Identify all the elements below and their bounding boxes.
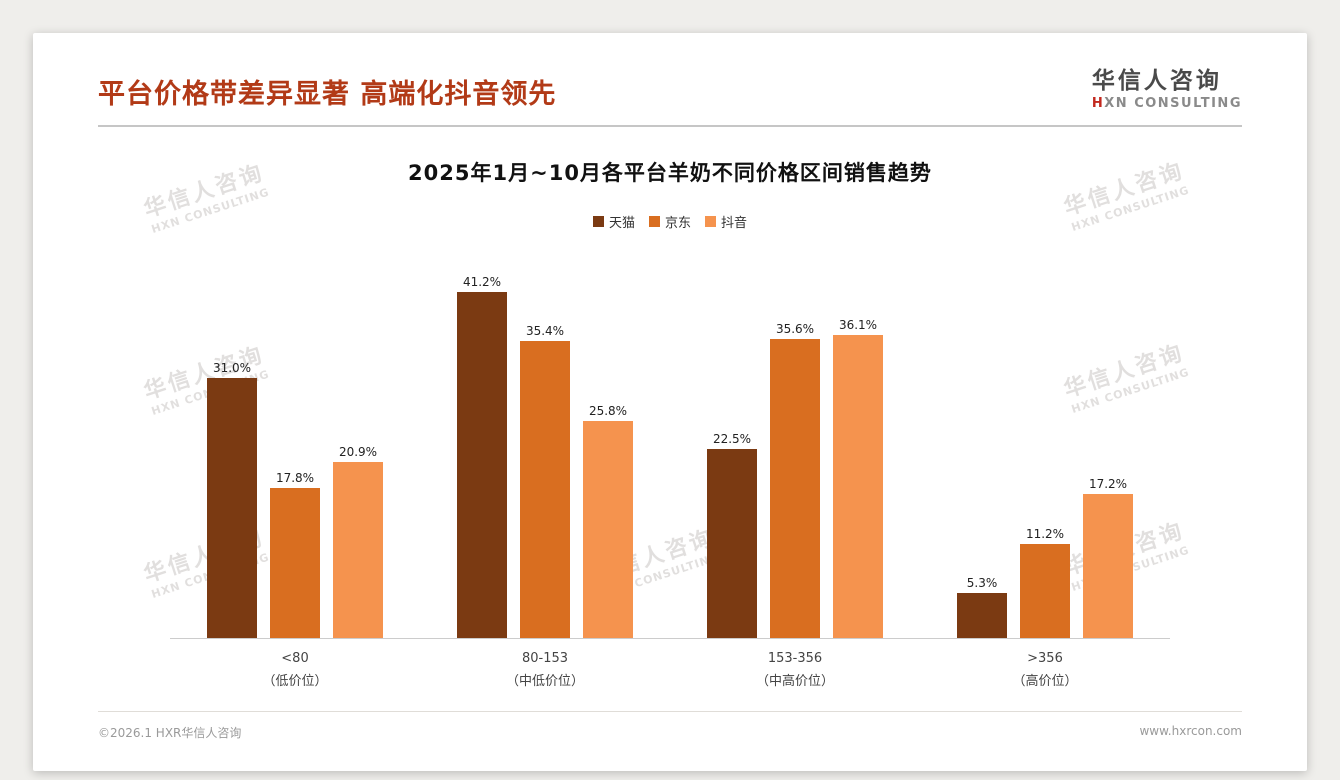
footer-copyright: ©2026.1 HXR华信人咨询 [98, 726, 242, 740]
legend-item-series1: 京东 [648, 212, 691, 231]
bar-value-label: 41.2% [462, 275, 502, 290]
bar-column-series0-cat3: 5.3% [957, 576, 1007, 639]
footer: ©2026.1 HXR华信人咨询 www.hxrcon.com [98, 711, 1242, 771]
category-tier-label: （低价位） [262, 674, 328, 690]
category-range-label: <80 [281, 651, 309, 667]
chart-area: 31.0% 17.8% 20.9% 41.2% 35.4% 25.8% 22.5% 35.6%… [170, 271, 1170, 689]
category-label-cat2: 153-356 （中高价位） [670, 651, 920, 689]
bar-series1-cat0 [270, 488, 320, 639]
bar-column-series0-cat0: 31.0% [207, 361, 257, 639]
bar-column-series0-cat2: 22.5% [707, 432, 757, 639]
bar-series1-cat1 [520, 341, 570, 639]
bar-value-label: 31.0% [212, 361, 252, 376]
bar-value-label: 11.2% [1025, 527, 1065, 542]
bar-column-series1-cat0: 17.8% [270, 471, 320, 639]
category-tier-label: （中高价位） [755, 674, 834, 690]
legend-item-series0: 天猫 [592, 212, 635, 231]
bar-series0-cat0 [207, 378, 257, 639]
chart-title: 2025年1月~10月各平台羊奶不同价格区间销售趋势 [408, 161, 932, 186]
bar-series2-cat3 [1083, 494, 1133, 639]
bar-series0-cat2 [707, 449, 757, 639]
bar-series2-cat1 [583, 421, 633, 639]
bar-value-label: 36.1% [838, 318, 878, 333]
header: 平台价格带差异显著 高端化抖音领先 华信人咨询 HXN CONSULTING [33, 33, 1307, 111]
chart: 2025年1月~10月各平台羊奶不同价格区间销售趋势 天猫 京东 抖音 31.0% 1… [33, 157, 1307, 689]
logo-subtitle: HXN CONSULTING [1092, 96, 1242, 111]
bar-series2-cat0 [333, 462, 383, 639]
legend-item-series2: 抖音 [705, 212, 747, 231]
legend-swatch-icon [648, 215, 660, 227]
category-tier-label: （高价位） [1012, 674, 1078, 690]
chart-plot: 31.0% 17.8% 20.9% 41.2% 35.4% 25.8% 22.5% 35.6%… [170, 271, 1170, 640]
legend-swatch-icon [592, 215, 604, 227]
bar-value-label: 5.3% [966, 576, 998, 591]
bar-series0-cat3 [957, 593, 1007, 639]
category-label-cat3: >356 （高价位） [920, 651, 1170, 689]
chart-category-axis: <80 （低价位） 80-153 （中低价位） 153-356 （中高价位） >356 （高价… [170, 639, 1170, 689]
title-divider [98, 125, 1242, 128]
chart-legend: 天猫 京东 抖音 [33, 212, 1307, 231]
category-label-cat1: 80-153 （中低价位） [420, 651, 670, 689]
category-range-label: 80-153 [521, 651, 569, 667]
bar-value-label: 25.8% [588, 404, 628, 419]
category-range-label: >356 [1027, 651, 1063, 667]
bar-series0-cat1 [457, 292, 507, 639]
logo-name: 华信人咨询 [1091, 68, 1222, 94]
bar-column-series2-cat2: 36.1% [833, 318, 883, 639]
logo-sub-rest: XN CONSULTING [1104, 96, 1242, 112]
bar-series1-cat3 [1020, 544, 1070, 639]
category-tier-label: （中低价位） [505, 674, 584, 690]
bar-group-cat3: 5.3% 11.2% 17.2% [920, 271, 1170, 639]
bar-series1-cat2 [770, 339, 820, 639]
bar-group-cat1: 41.2% 35.4% 25.8% [420, 271, 670, 639]
page-title: 平台价格带差异显著 高端化抖音领先 [98, 79, 557, 110]
bar-column-series2-cat0: 20.9% [333, 445, 383, 639]
bar-value-label: 35.4% [525, 324, 565, 339]
bar-value-label: 17.2% [1088, 477, 1128, 492]
bar-series2-cat2 [833, 335, 883, 639]
bar-value-label: 20.9% [338, 445, 378, 460]
slide: 华信人咨询 HXN CONSULTING 华信人咨询 HXN CONSULTIN… [33, 33, 1307, 771]
legend-label: 京东 [664, 215, 691, 231]
bar-value-label: 22.5% [712, 432, 752, 447]
bar-group-cat0: 31.0% 17.8% 20.9% [170, 271, 420, 639]
footer-website: www.hxrcon.com [1139, 724, 1242, 738]
bar-column-series2-cat1: 25.8% [583, 404, 633, 639]
category-label-cat0: <80 （低价位） [170, 651, 420, 689]
company-logo: 华信人咨询 HXN CONSULTING [1091, 68, 1242, 111]
bar-value-label: 17.8% [275, 471, 315, 486]
bar-column-series2-cat3: 17.2% [1083, 477, 1133, 639]
legend-label: 天猫 [608, 215, 635, 231]
bar-column-series1-cat1: 35.4% [520, 324, 570, 639]
bar-value-label: 35.6% [775, 322, 815, 337]
bar-column-series0-cat1: 41.2% [457, 275, 507, 639]
bar-group-cat2: 22.5% 35.6% 36.1% [670, 271, 920, 639]
logo-accent-letter: H [1091, 96, 1105, 112]
category-range-label: 153-356 [767, 651, 823, 667]
legend-label: 抖音 [721, 215, 748, 231]
legend-swatch-icon [705, 215, 716, 227]
bar-column-series1-cat2: 35.6% [770, 322, 820, 639]
bar-column-series1-cat3: 11.2% [1020, 527, 1070, 639]
